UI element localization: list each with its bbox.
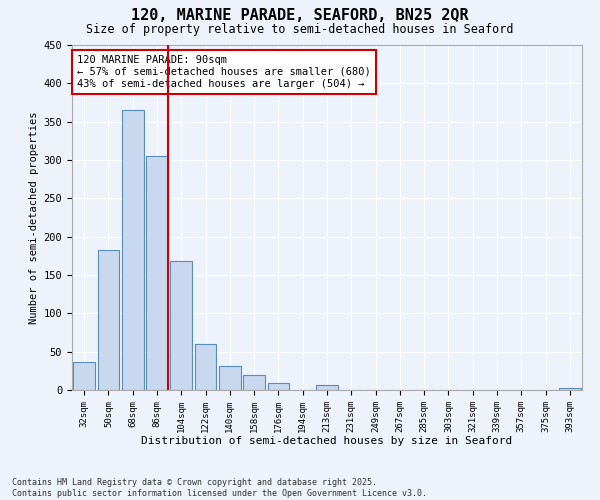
Text: 120, MARINE PARADE, SEAFORD, BN25 2QR: 120, MARINE PARADE, SEAFORD, BN25 2QR <box>131 8 469 22</box>
Bar <box>73 362 95 390</box>
Bar <box>243 374 265 390</box>
Bar <box>170 261 192 390</box>
Text: Size of property relative to semi-detached houses in Seaford: Size of property relative to semi-detach… <box>86 22 514 36</box>
Bar <box>559 388 581 390</box>
Bar <box>219 366 241 390</box>
Bar <box>316 384 338 390</box>
Bar <box>194 344 217 390</box>
Bar <box>97 250 119 390</box>
Y-axis label: Number of semi-detached properties: Number of semi-detached properties <box>29 112 40 324</box>
Bar <box>122 110 143 390</box>
Bar <box>268 383 289 390</box>
Text: 120 MARINE PARADE: 90sqm
← 57% of semi-detached houses are smaller (680)
43% of : 120 MARINE PARADE: 90sqm ← 57% of semi-d… <box>77 56 371 88</box>
Bar <box>146 156 168 390</box>
Text: Contains HM Land Registry data © Crown copyright and database right 2025.
Contai: Contains HM Land Registry data © Crown c… <box>12 478 427 498</box>
X-axis label: Distribution of semi-detached houses by size in Seaford: Distribution of semi-detached houses by … <box>142 436 512 446</box>
